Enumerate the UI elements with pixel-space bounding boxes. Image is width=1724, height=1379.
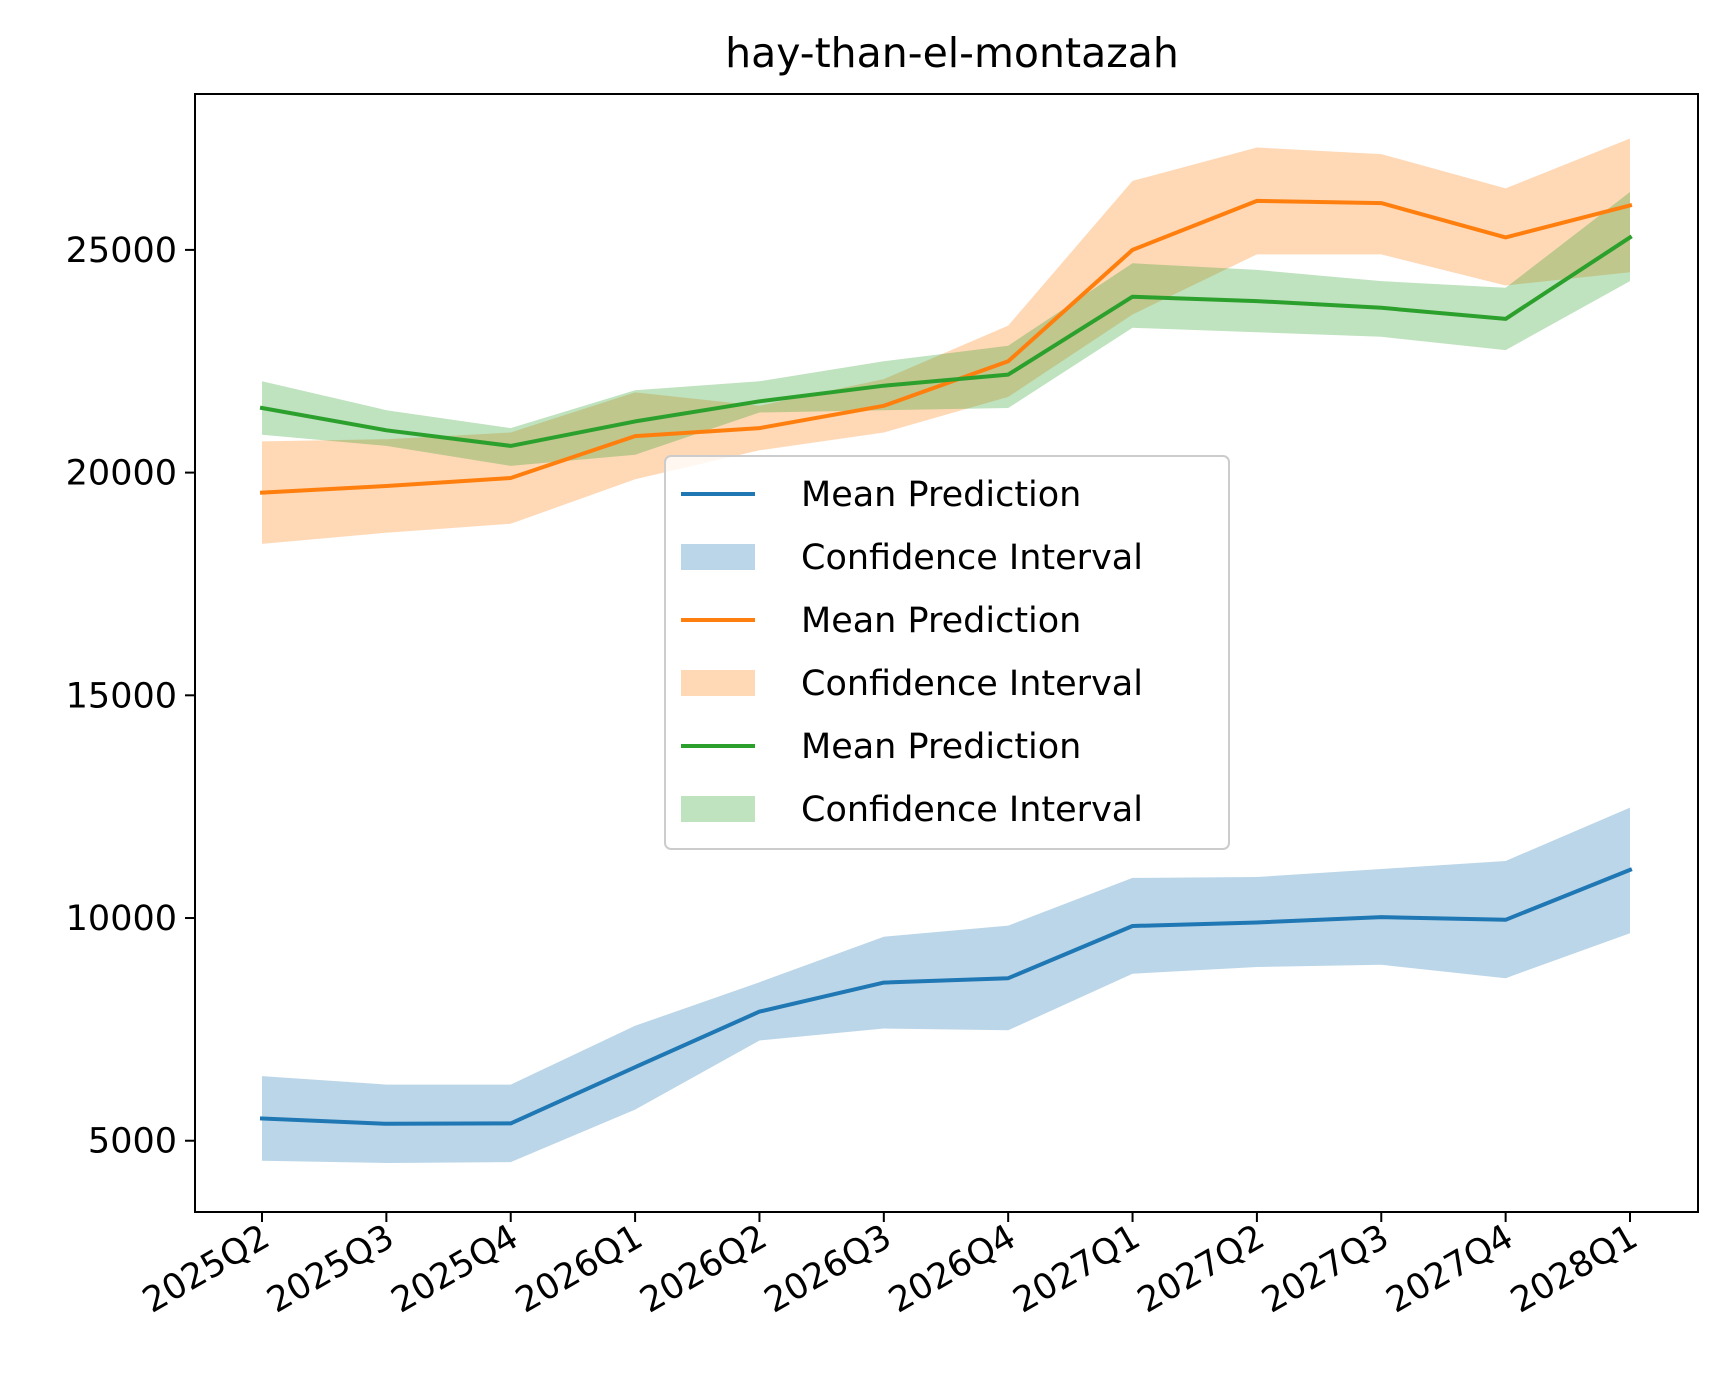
legend-label-mean-2: Mean Prediction [801,601,1081,641]
legend-band-swatch-1 [681,544,755,570]
confidence-band-series-1 [262,807,1630,1163]
confidence-band-series-3 [262,192,1630,466]
y-tick-label: 20000 [66,454,177,494]
legend-label-band-3: Confidence Interval [801,790,1143,830]
mean-line-series-1 [259,867,1633,1126]
plot-frame [194,93,1699,1213]
chart-title: hay-than-el-montazah [725,29,1179,77]
y-tick-label: 10000 [66,899,177,939]
legend-band-swatch-2 [681,670,755,696]
y-tick-label: 25000 [66,231,177,271]
legend-label-band-1: Confidence Interval [801,538,1143,578]
confidence-band-series-2 [262,138,1630,544]
confidence-bands [262,138,1630,1163]
mean-line-series-3 [259,234,1633,448]
mean-line-series-2 [259,198,1633,495]
legend-label-mean-3: Mean Prediction [801,727,1081,767]
mean-lines [259,198,1633,1126]
legend-band-swatch-3 [681,796,755,822]
legend: Mean Prediction Confidence Interval Mean P… [664,455,1230,850]
y-axis: 5000 10000 15000 20000 25000 [66,231,195,1162]
y-tick-label: 5000 [88,1122,177,1162]
y-tick-label: 15000 [66,676,177,716]
legend-box [664,455,1230,850]
legend-label-mean-1: Mean Prediction [801,475,1081,515]
legend-label-band-2: Confidence Interval [801,664,1143,704]
